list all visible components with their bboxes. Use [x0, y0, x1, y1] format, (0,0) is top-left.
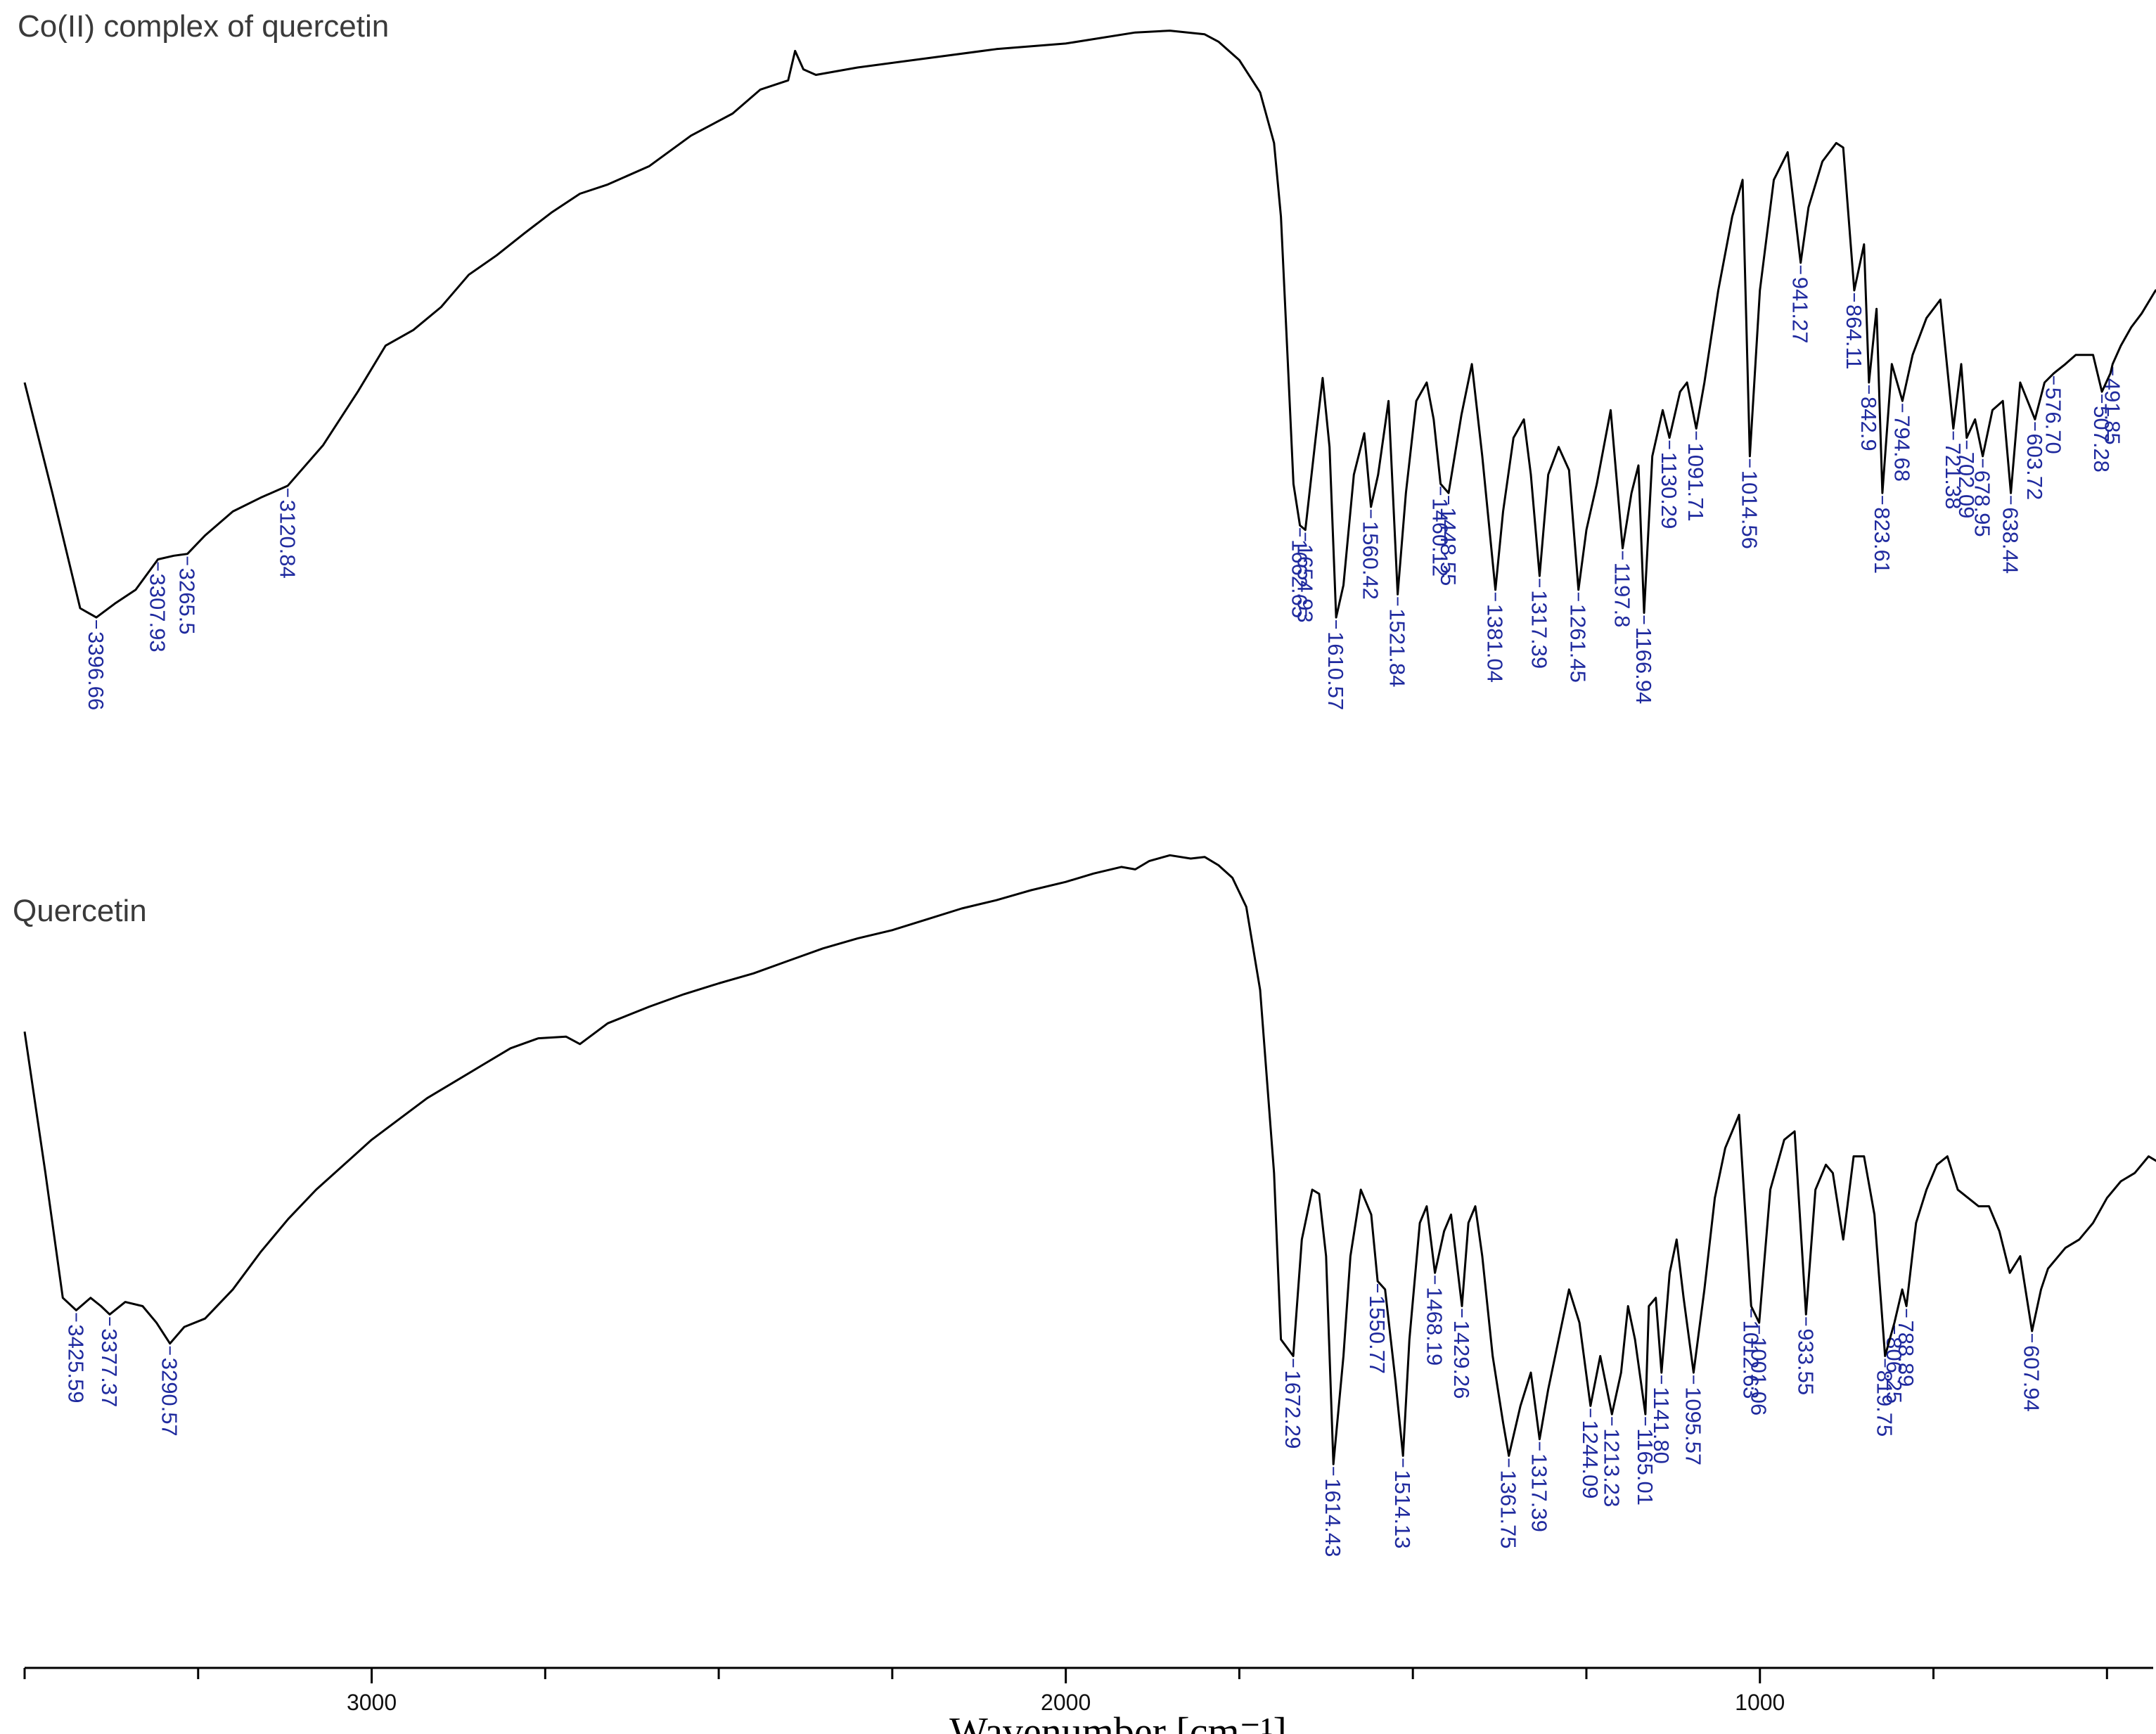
peak-label: 1662.65 — [1288, 539, 1312, 618]
peak-label: 806.25 — [1882, 1337, 1906, 1404]
peak-label: 3265.5 — [174, 568, 199, 635]
peak-label: 1001.06 — [1747, 1337, 1771, 1415]
peak-label: 819.75 — [1873, 1370, 1897, 1437]
peak-label: 1614.43 — [1321, 1478, 1345, 1557]
peak-label: 638.44 — [1998, 507, 2023, 574]
peak-label: 607.94 — [2020, 1345, 2044, 1412]
peak-label: 3377.37 — [97, 1328, 122, 1407]
peak-label: 576.70 — [2041, 387, 2066, 454]
peak-label: 788.89 — [1894, 1320, 1918, 1387]
peak-label: 1166.94 — [1631, 627, 1656, 705]
peak-label: 1460.12 — [1428, 498, 1453, 577]
peak-label: 3290.57 — [158, 1358, 182, 1437]
peak-label: 1610.57 — [1323, 631, 1348, 710]
peak-label: 1197.8 — [1610, 563, 1634, 628]
peak-label: 1165.01 — [1633, 1428, 1657, 1505]
peak-label: 702.09 — [1954, 452, 1979, 519]
peak-label: 3396.66 — [84, 631, 108, 710]
peak-label: 1514.13 — [1390, 1470, 1415, 1548]
peak-label: 794.68 — [1889, 415, 1914, 482]
title-co-complex: Co(II) complex of quercetin — [18, 9, 389, 44]
peak-label: 1381.04 — [1483, 604, 1508, 683]
peak-label: 1091.71 — [1683, 443, 1708, 522]
peak-label: 1448.55 — [1436, 507, 1461, 586]
x-tick-label: 3000 — [347, 1690, 397, 1715]
peak-label: 1429.26 — [1449, 1320, 1474, 1399]
peak-labels-quercetin: 3425.59 3377.37 3290.57 1672.29 1614.43 1550.… — [63, 1276, 2044, 1557]
peak-label: 603.72 — [2022, 433, 2047, 500]
peak-label: 1130.29 — [1657, 452, 1681, 529]
peak-label: 721.38 — [1941, 443, 1965, 510]
peak-label: 1244.09 — [1578, 1420, 1603, 1498]
peak-label: 1095.57 — [1681, 1387, 1705, 1465]
x-tick-label: 2000 — [1041, 1690, 1091, 1715]
peak-label: 1672.29 — [1281, 1370, 1305, 1449]
series-line-quercetin — [23, 854, 2156, 1465]
peak-label: 1141.80 — [1649, 1387, 1674, 1464]
peak-label: 1468.19 — [1423, 1287, 1447, 1366]
peak-label: 3120.84 — [275, 500, 300, 579]
peak-label: 1317.39 — [1527, 1453, 1551, 1532]
peak-label: 842.9 — [1856, 397, 1881, 451]
peak-label: 933.55 — [1793, 1328, 1818, 1395]
peak-label: 3425.59 — [63, 1324, 88, 1403]
x-tick-label: 1000 — [1735, 1690, 1785, 1715]
peak-label: 1213.23 — [1599, 1428, 1624, 1507]
x-axis-ticks: 3000 2000 1000 — [23, 1668, 2108, 1715]
peak-labels-co-complex: 3396.66 3307.93 3265.5 3120.84 1662.651654.9… — [84, 265, 2124, 710]
peak-label: 1560.42 — [1359, 521, 1383, 600]
peak-label: 1361.75 — [1496, 1470, 1521, 1548]
peak-label: 1654.93 — [1292, 544, 1317, 623]
peak-label: 3307.93 — [146, 574, 170, 653]
peak-label: 864.11 — [1842, 304, 1866, 370]
title-quercetin: Quercetin — [13, 894, 147, 928]
x-axis: 3000 2000 1000 Wavenumber [cm⁻¹] — [23, 1666, 2153, 1734]
x-axis-title: Wavenumber [cm⁻¹] — [949, 1709, 1287, 1734]
panel-quercetin: Quercetin 3425.59 3377.37 3290.57 1672.29 16… — [13, 854, 2156, 1557]
peak-label: 678.95 — [1970, 470, 1995, 537]
peak-label: 1261.45 — [1566, 604, 1591, 683]
peak-label: 823.61 — [1870, 507, 1894, 574]
panel-co-complex: Co(II) complex of quercetin 3396.66 3307.… — [18, 9, 2156, 710]
peak-label: 1550.77 — [1365, 1295, 1390, 1374]
peak-label: 1521.84 — [1385, 608, 1410, 687]
peak-label: 941.27 — [1788, 277, 1813, 344]
peak-label: 507.28 — [2089, 406, 2114, 473]
series-line-co-complex — [23, 30, 2156, 619]
peak-label: 1014.56 — [1737, 470, 1762, 549]
peak-label: 1317.39 — [1527, 590, 1551, 669]
